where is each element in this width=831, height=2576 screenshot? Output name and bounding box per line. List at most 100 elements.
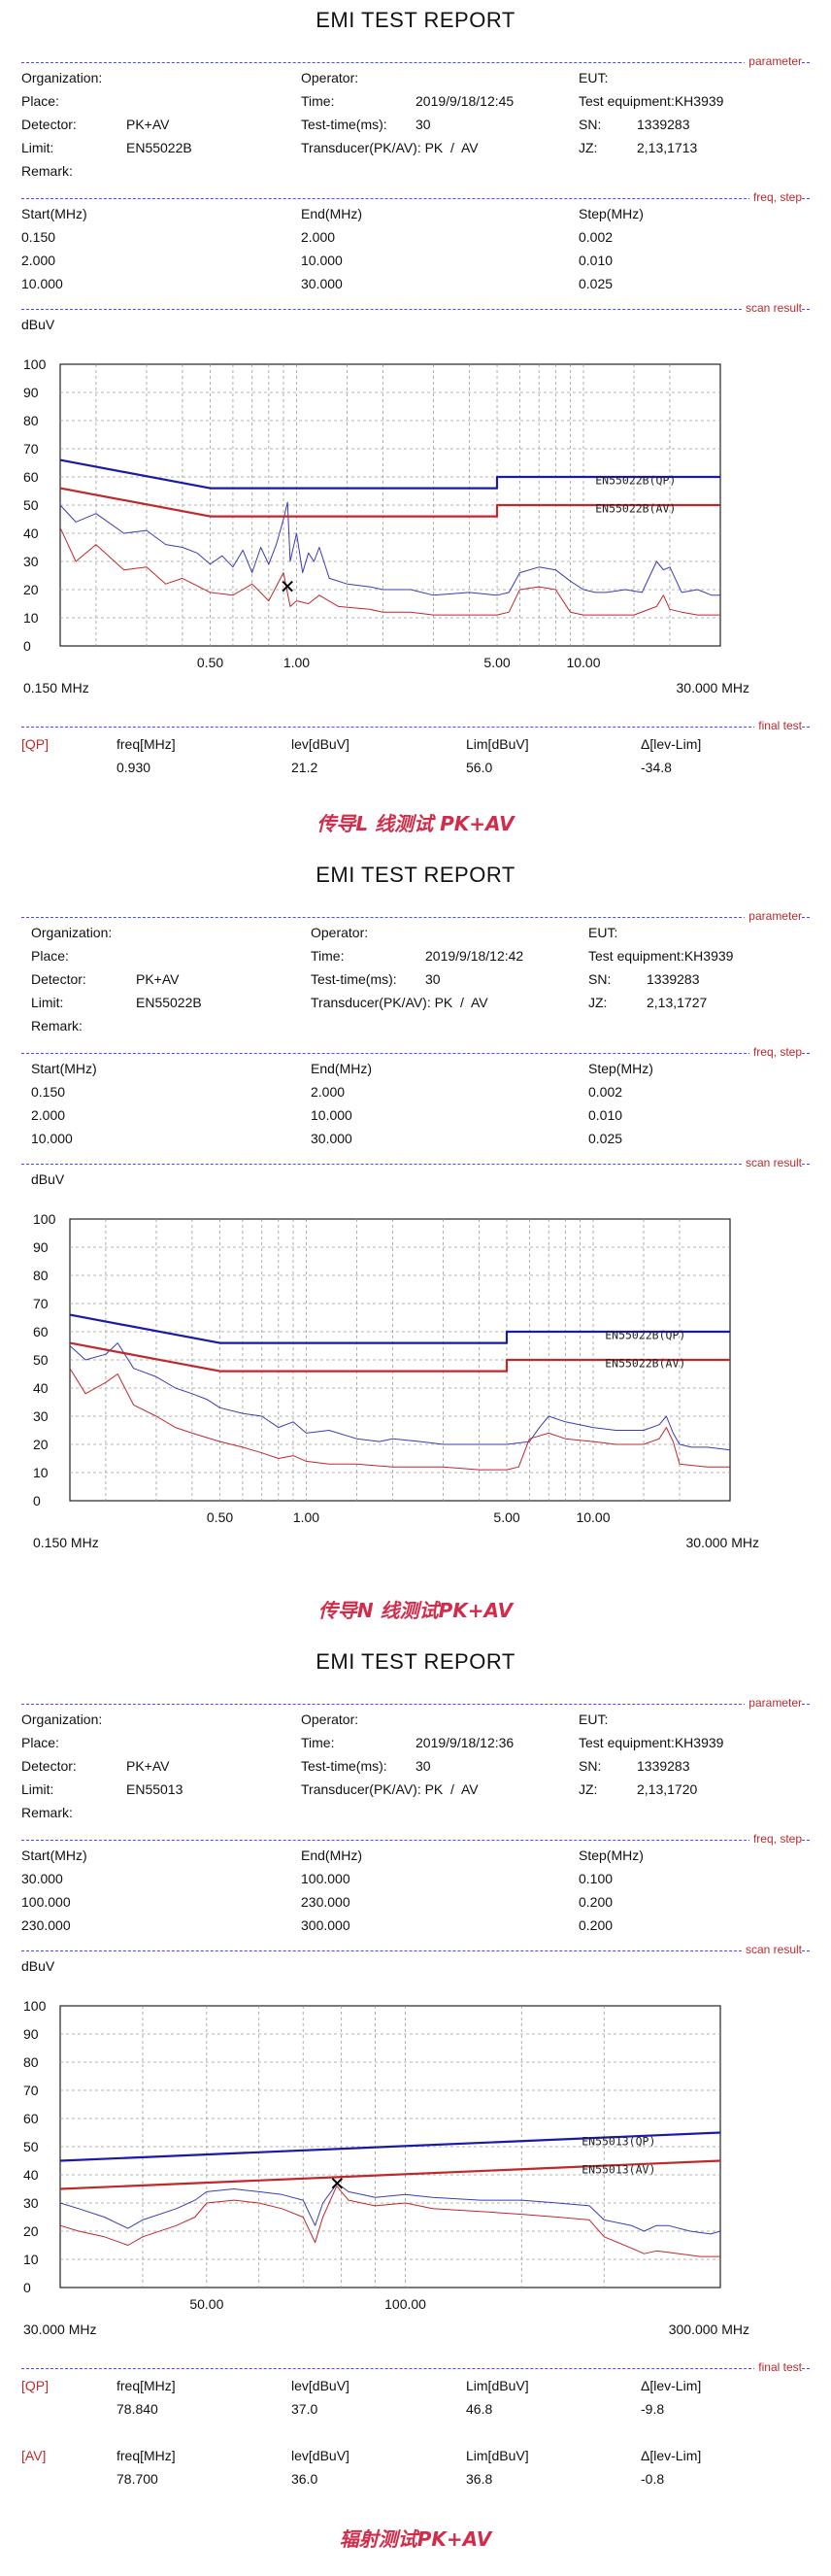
section-label-scan-result: scan result [741,1943,802,1956]
y-tick-label: 70 [33,1296,49,1311]
freq-cell: 0.010 [579,253,614,268]
section-label-scan-result: scan result [741,1156,802,1169]
final-lim-value: 56.0 [466,760,493,775]
measurement-trace [59,501,720,596]
y-tick-label: 10 [23,610,39,626]
y-tick-label: 50 [23,497,39,513]
end-header: End(MHz) [301,1847,363,1863]
divider [21,917,810,918]
y-tick-label: 80 [33,1268,49,1283]
jz-label: JZ: [588,995,608,1010]
time-value: 2019/9/18/12:45 [416,93,515,109]
limit-line [59,2131,721,2162]
freq-cell: 2.000 [311,1084,346,1100]
limit-label: Limit: [21,1781,54,1797]
y-tick-label: 10 [33,1465,49,1480]
jz-label: JZ: [579,140,598,155]
test-time-value: 30 [425,971,441,987]
final-lim-label: Lim[dBuV] [466,2378,529,2393]
freq-cell: 10.000 [301,253,343,268]
limit-line-label: EN55022B(QP) [605,1328,685,1341]
freq-cell: 0.200 [579,1917,614,1933]
sn-value: 1339283 [647,971,700,987]
detector-value: PK+AV [126,117,170,132]
y-tick-label: 20 [33,1437,49,1452]
detector-value: PK+AV [136,971,180,987]
freq-cell: 300.000 [301,1917,350,1933]
eut-label: EUT: [588,925,618,940]
freq-cell: 0.150 [21,229,56,245]
emi-chart: 0 10 20 30 40 50 60 70 80 90 100 50.00 100.00 30.000 … [23,1998,749,2337]
report-title: EMI TEST REPORT [316,1649,515,1674]
x-tick-label: 5.00 [483,655,510,670]
place-label: Place: [31,948,69,964]
remark-label: Remark: [31,1018,83,1034]
test-time-value: 30 [416,117,431,132]
time-label: Time: [301,93,335,109]
divider [21,309,810,310]
jz-value: 2,13,1727 [647,995,708,1010]
divider [21,1704,810,1705]
report-title: EMI TEST REPORT [316,8,515,32]
freq-cell: 230.000 [21,1917,71,1933]
jz-value: 2,13,1713 [637,140,698,155]
limit-line [69,1341,730,1373]
detector-label: Detector: [21,117,77,132]
freq-cell: 100.000 [21,1894,71,1910]
y-tick-label: 20 [23,582,39,597]
freq-cell: 100.000 [301,1871,350,1886]
final-delta-value: -0.8 [641,2471,665,2487]
end-header: End(MHz) [301,206,363,221]
transducer: Transducer(PK/AV): PK / AV [301,140,479,155]
step-header: Step(MHz) [588,1061,653,1076]
limit-label: Limit: [31,995,64,1010]
final-test-marker [331,2177,344,2189]
final-delta-label: Δ[lev-Lim] [641,2448,702,2463]
test-time-value: 30 [416,1758,431,1774]
divider [21,1164,810,1165]
test-equipment: Test equipment:KH3939 [588,948,734,964]
time-value: 2019/9/18/12:36 [416,1735,515,1750]
freq-cell: 230.000 [301,1894,350,1910]
test-equipment: Test equipment:KH3939 [579,1735,724,1750]
y-tick-label: 20 [23,2223,39,2239]
limit-line-label: EN55013(QP) [582,2135,655,2149]
freq-cell: 30.000 [311,1131,352,1146]
y-tick-label: 100 [23,1998,47,2014]
organization-label: Organization: [21,70,103,85]
limit-value: EN55022B [136,995,202,1010]
measurement-trace [59,2186,720,2257]
x-min-label: 0.150 MHz [23,680,89,695]
limit-value: EN55022B [126,140,192,155]
final-test-marker [282,580,293,593]
y-tick-label: 70 [23,2083,39,2098]
x-tick-label: 50.00 [189,2296,223,2312]
x-tick-label: 1.00 [293,1509,319,1525]
emi-chart: 0 10 20 30 40 50 60 70 80 90 100 0.50 1.00 5.00 10.00 0… [23,356,749,695]
x-min-label: 0.150 MHz [33,1535,99,1550]
step-header: Step(MHz) [579,206,644,221]
divider [21,198,810,199]
y-tick-label: 70 [23,441,39,457]
y-tick-label: 80 [23,2054,39,2070]
end-header: End(MHz) [311,1061,373,1076]
freq-cell: 10.000 [21,276,63,291]
caption: 传导N 线测试PK+AV [317,1599,514,1622]
limit-line-label: EN55022B(QP) [595,473,676,487]
section-label-final-test: final test [754,719,802,732]
freq-cell: 10.000 [311,1107,352,1123]
final-mode: [QP] [21,2378,50,2393]
x-tick-label: 5.00 [493,1509,519,1525]
sn-label: SN: [579,1758,602,1774]
time-label: Time: [311,948,345,964]
jz-value: 2,13,1720 [637,1781,698,1797]
limit-line-label: EN55013(AV) [582,2163,655,2177]
freq-cell: 0.025 [588,1131,623,1146]
y-tick-label: 50 [23,2139,39,2154]
y-tick-label: 60 [23,469,39,485]
organization-label: Organization: [31,925,113,940]
section-label-parameter: parameter [745,54,802,68]
operator-label: Operator: [301,70,359,85]
final-delta-value: -34.8 [641,760,672,775]
x-tick-label: 0.50 [207,1509,233,1525]
